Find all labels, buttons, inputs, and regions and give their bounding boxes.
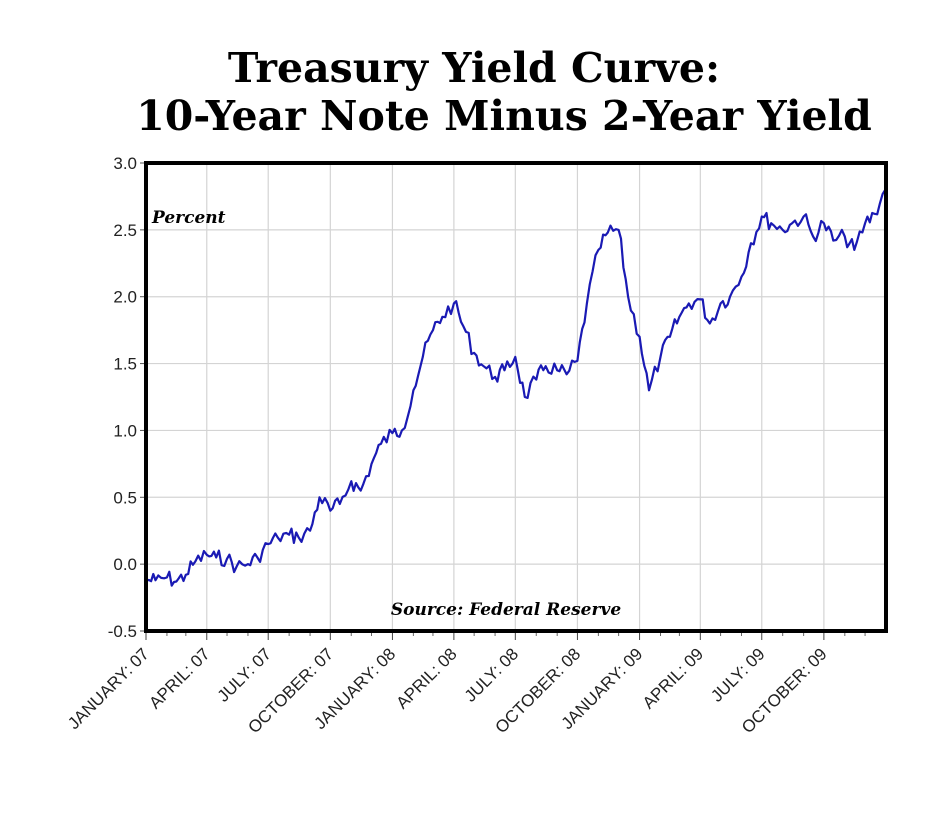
y-tick-label: 1.5 <box>113 355 137 374</box>
y-tick-label: 2.5 <box>113 221 137 240</box>
source-note: Source: Federal Reserve <box>391 600 621 620</box>
series-line <box>146 189 887 587</box>
x-tick-label: JULY: 08 <box>461 644 522 705</box>
x-tick-label: APRIL: 07 <box>145 644 213 712</box>
y-tick-label: -0.5 <box>108 622 137 641</box>
x-tick-label: APRIL: 09 <box>639 644 707 712</box>
y-tick-label: 0.5 <box>113 488 137 507</box>
y-tick-label: 1.0 <box>113 421 137 440</box>
plot-frame <box>144 161 888 633</box>
chart-subtitle: 10-Year Note Minus 2-Year Yield <box>136 92 872 140</box>
x-tick-label: APRIL: 08 <box>392 644 460 712</box>
x-tick-label: JULY: 09 <box>707 644 768 705</box>
chart-title: Treasury Yield Curve: <box>227 44 721 92</box>
y-tick-label: 3.0 <box>113 154 137 173</box>
y-tick-label: 0.0 <box>113 555 137 574</box>
x-tick-label: JANUARY: 07 <box>64 644 153 733</box>
y-axis: 3.0 2.5 2.0 1.5 1.0 0.5 0.0 -0.5 <box>108 154 146 641</box>
y-tick-label: 2.0 <box>113 288 137 307</box>
grid-lines <box>145 162 886 632</box>
y-axis-label: Percent <box>151 208 226 228</box>
chart-title-block: Treasury Yield Curve: 10-Year Note Minus… <box>0 44 948 140</box>
x-tick-label: JULY: 07 <box>214 644 275 705</box>
